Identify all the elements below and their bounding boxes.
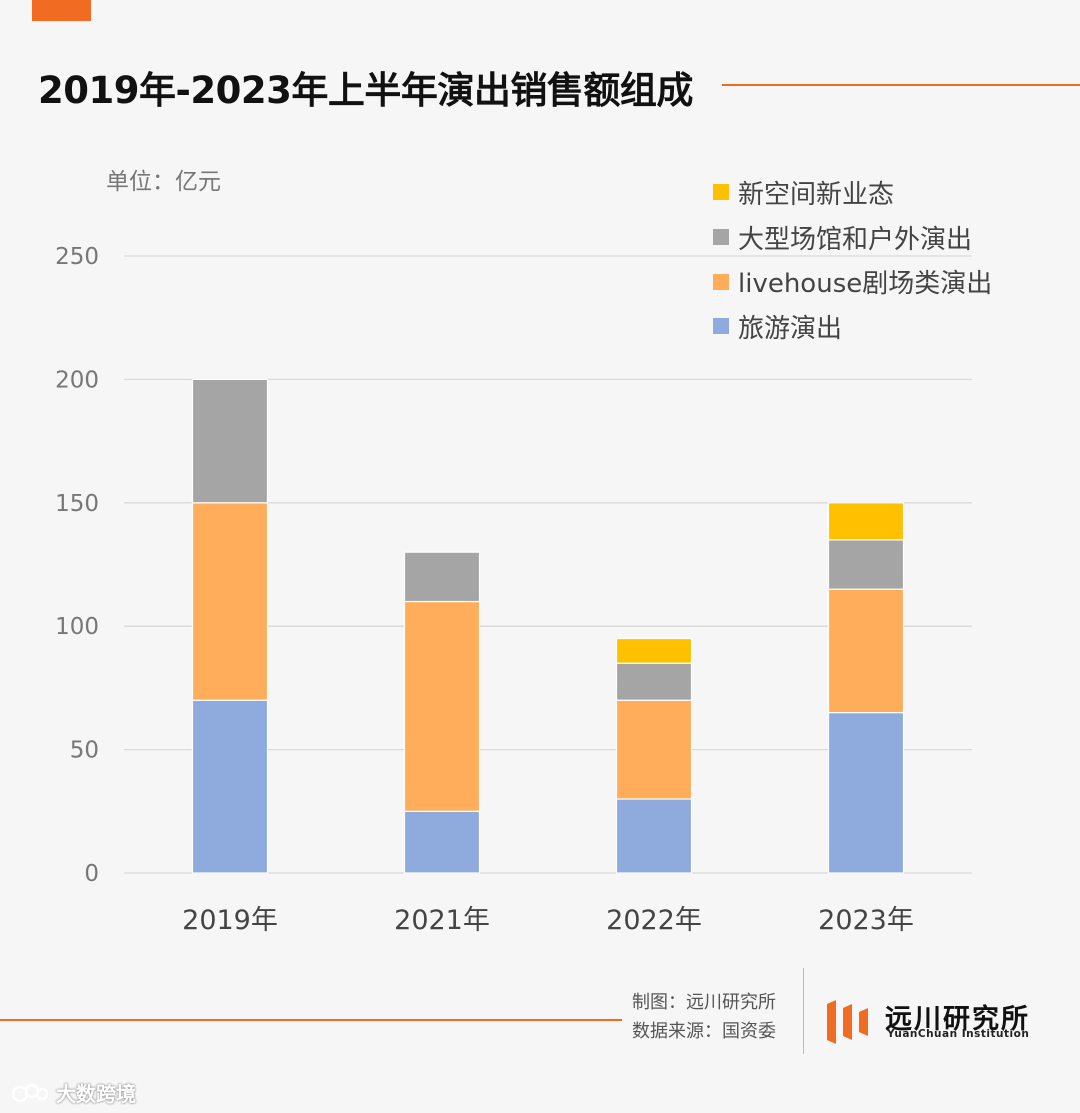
legend-label: livehouse剧场类演出 [738,269,993,300]
bar-segment [827,502,905,541]
y-tick-label: 150 [55,491,99,517]
logo-icon [827,1000,868,1044]
stacked-bar-chart: 0 50 100 150 200 250 2019年 2021年 2022年 2023年 [55,244,972,936]
y-tick-label: 250 [55,244,99,270]
bar-segment [403,810,481,874]
legend-label: 新空间新业态 [738,179,895,210]
accent-block [32,0,91,21]
x-tick-label: 2022年 [606,905,702,936]
bar-segment [403,600,481,812]
watermark-text: 大数跨境 [56,1082,136,1106]
y-tick-label: 100 [55,614,99,640]
bar-segment [191,502,269,701]
logo-text-en: YuanChuan Institution [887,1028,1030,1040]
legend-label: 大型场馆和户外演出 [738,224,973,255]
chart-title: 2019年-2023年上半年演出销售额组成 [38,69,693,112]
logo-text-cn: 远川研究所 [885,1004,1030,1035]
bar-segment [827,539,905,590]
y-tick-label: 50 [70,738,99,764]
footer-divider [803,968,804,1054]
legend-item-livehouse: livehouse剧场类演出 [713,259,992,304]
legend-item-new-space: 新空间新业态 [713,170,992,215]
legend-label: 旅游演出 [738,313,843,344]
legend-swatch [713,273,729,290]
bar-segment [615,699,693,800]
bar-segment [615,798,693,874]
y-tick-label: 0 [84,861,99,887]
watermark-icon [12,1083,49,1102]
watermark: 大数跨境 [12,1078,136,1107]
bar-segment [403,551,481,603]
bar-segment [615,662,693,701]
bar-segment [827,711,905,874]
bar-segment [827,588,905,714]
bar-segment [191,378,269,504]
unit-label: 单位：亿元 [106,169,221,195]
x-tick-label: 2019年 [182,905,278,936]
data-source: 数据来源：国资委 [632,1021,776,1042]
legend-item-large-venue: 大型场馆和户外演出 [713,215,992,260]
legend-swatch [713,229,729,246]
legend-swatch [713,184,729,201]
x-tick-label: 2021年 [394,905,490,936]
credits: 制图：远川研究所 数据来源：国资委 [632,988,776,1046]
x-tick-label: 2023年 [818,905,914,936]
legend-swatch [713,318,729,335]
bar-segment [615,637,693,664]
y-tick-label: 200 [55,367,99,393]
bar-segment [191,699,269,874]
title-rule [722,84,1080,86]
legend-item-tourism: 旅游演出 [713,304,992,349]
footer-rule [0,1019,622,1021]
producer-credit: 制图：远川研究所 [632,992,776,1013]
legend: 新空间新业态 大型场馆和户外演出 livehouse剧场类演出 旅游演出 [713,170,992,349]
